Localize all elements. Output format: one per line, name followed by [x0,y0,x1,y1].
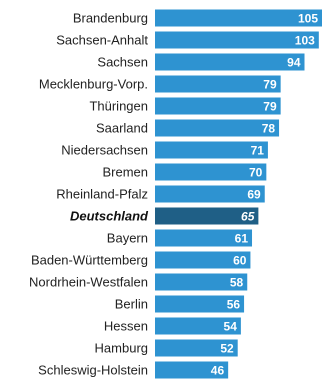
bar-niedersachsen [155,141,268,159]
bar-hamburg [155,339,238,357]
category-label-hessen: Hessen [104,319,148,334]
bar-bremen [155,163,267,181]
bar-bayern [155,229,253,247]
value-label-niedersachsen: 71 [251,144,265,158]
bar-baden-wuerttemberg [155,251,251,269]
value-label-brandenburg: 105 [298,12,318,26]
value-label-saarland: 78 [262,122,276,136]
bar-hessen [155,317,241,335]
value-label-mecklenburg-vorp: 79 [263,78,277,92]
bar-brandenburg [155,9,322,27]
category-label-hamburg: Hamburg [95,341,148,356]
value-label-thueringen: 79 [263,100,277,114]
bar-berlin [155,295,245,313]
category-label-schleswig-holstein: Schleswig-Holstein [38,363,148,378]
category-label-mecklenburg-vorp: Mecklenburg-Vorp. [39,77,148,92]
bar-deutschland [155,207,259,225]
bar-rheinland-pfalz [155,185,265,203]
bar-mecklenburg-vorp [155,75,281,93]
value-label-bayern: 61 [235,232,249,246]
bar-nordrhein-westfalen [155,273,248,291]
value-label-hessen: 54 [224,320,238,334]
category-label-berlin: Berlin [115,297,148,312]
value-label-sachsen-anhalt: 103 [295,34,315,48]
axis-separator [152,0,154,392]
value-label-bremen: 70 [249,166,263,180]
value-label-berlin: 56 [227,298,241,312]
value-label-schleswig-holstein: 46 [211,364,225,378]
category-label-baden-wuerttemberg: Baden-Württemberg [31,253,148,268]
value-label-rheinland-pfalz: 69 [247,188,261,202]
category-label-nordrhein-westfalen: Nordrhein-Westfalen [29,275,148,290]
category-label-deutschland: Deutschland [70,209,149,224]
bar-schleswig-holstein [155,361,229,379]
bar-sachsen-anhalt [155,31,319,49]
value-label-deutschland: 65 [241,210,255,224]
value-label-sachsen: 94 [287,56,301,70]
bar-thueringen [155,97,281,115]
bar-saarland [155,119,280,137]
category-label-niedersachsen: Niedersachsen [61,143,148,158]
category-label-rheinland-pfalz: Rheinland-Pfalz [56,187,148,202]
category-label-bremen: Bremen [102,165,148,180]
category-label-sachsen-anhalt: Sachsen-Anhalt [56,33,148,48]
category-label-thueringen: Thüringen [89,99,148,114]
category-label-bayern: Bayern [107,231,148,246]
bar-sachsen [155,53,305,71]
category-label-saarland: Saarland [96,121,148,136]
category-label-sachsen: Sachsen [97,55,148,70]
value-label-hamburg: 52 [220,342,234,356]
value-label-nordrhein-westfalen: 58 [230,276,244,290]
category-label-brandenburg: Brandenburg [73,11,148,26]
value-label-baden-wuerttemberg: 60 [233,254,247,268]
